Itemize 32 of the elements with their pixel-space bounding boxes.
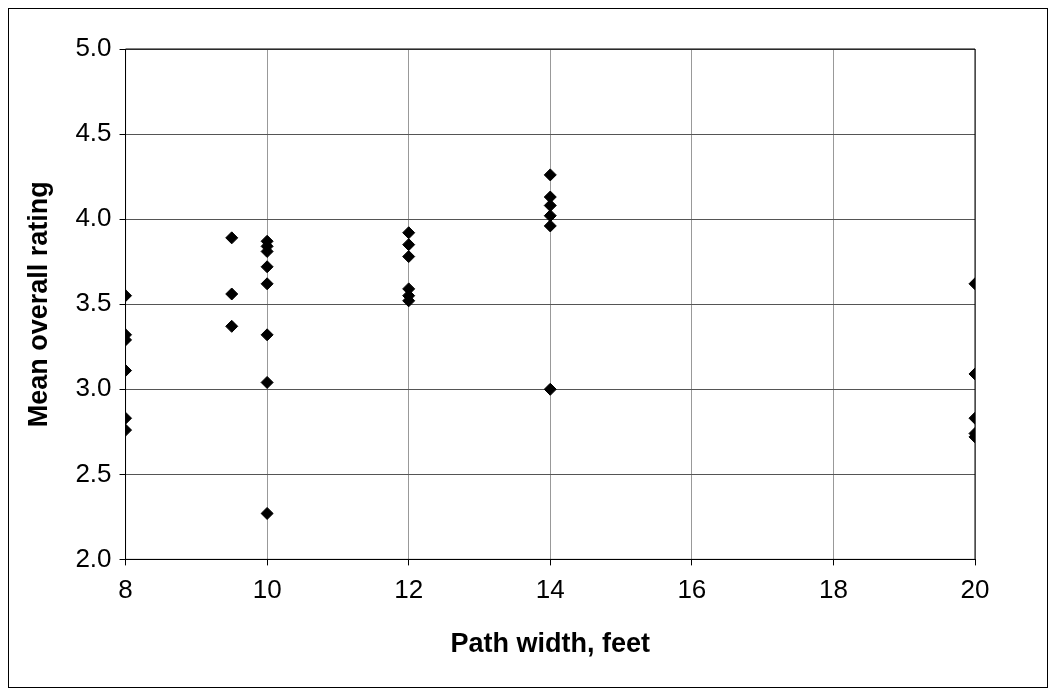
point: [543, 219, 557, 233]
point: [260, 277, 274, 291]
point: [543, 168, 557, 182]
point: [402, 250, 416, 264]
point: [402, 226, 416, 240]
point: [260, 260, 274, 274]
point: [225, 231, 239, 245]
y-tick-label: 2.5: [75, 457, 112, 488]
y-tick-label: 4.5: [75, 117, 112, 148]
point: [225, 319, 239, 333]
point: [260, 506, 274, 520]
point: [260, 375, 274, 389]
y-tick-label: 4.0: [75, 202, 112, 233]
point: [260, 328, 274, 342]
y-tick-label: 2.0: [75, 542, 112, 573]
x-tick-label: 18: [818, 574, 848, 605]
x-tick-label: 16: [677, 574, 707, 605]
point: [543, 199, 557, 213]
x-tick-label: 20: [960, 574, 990, 605]
x-tick-label: 10: [252, 574, 282, 605]
point: [543, 382, 557, 396]
point: [225, 287, 239, 301]
y-tick-label: 5.0: [75, 32, 112, 63]
y-tick-label: 3.0: [75, 372, 112, 403]
x-tick-label: 8: [118, 574, 133, 605]
x-tick-label: 12: [394, 574, 424, 605]
x-axis-title: Path width, feet: [450, 628, 651, 659]
x-tick-label: 14: [535, 574, 565, 605]
point: [402, 238, 416, 252]
point: [543, 209, 557, 223]
y-tick-label: 3.5: [75, 287, 112, 318]
y-axis-title: Mean overall rating: [22, 181, 53, 428]
